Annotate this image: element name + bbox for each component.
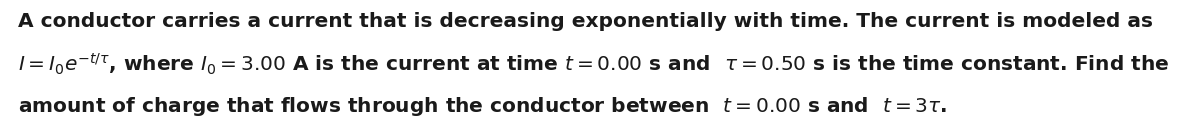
Text: A conductor carries a current that is decreasing exponentially with time. The cu: A conductor carries a current that is de…: [18, 12, 1153, 31]
Text: $I = I_0 e^{-t/\tau}$, where $I_0 = 3.00$ A is the current at time $t = 0.00$ s : $I = I_0 e^{-t/\tau}$, where $I_0 = 3.00…: [18, 52, 1169, 77]
Text: amount of charge that flows through the conductor between  $t = 0.00$ s and  $t : amount of charge that flows through the …: [18, 95, 948, 118]
